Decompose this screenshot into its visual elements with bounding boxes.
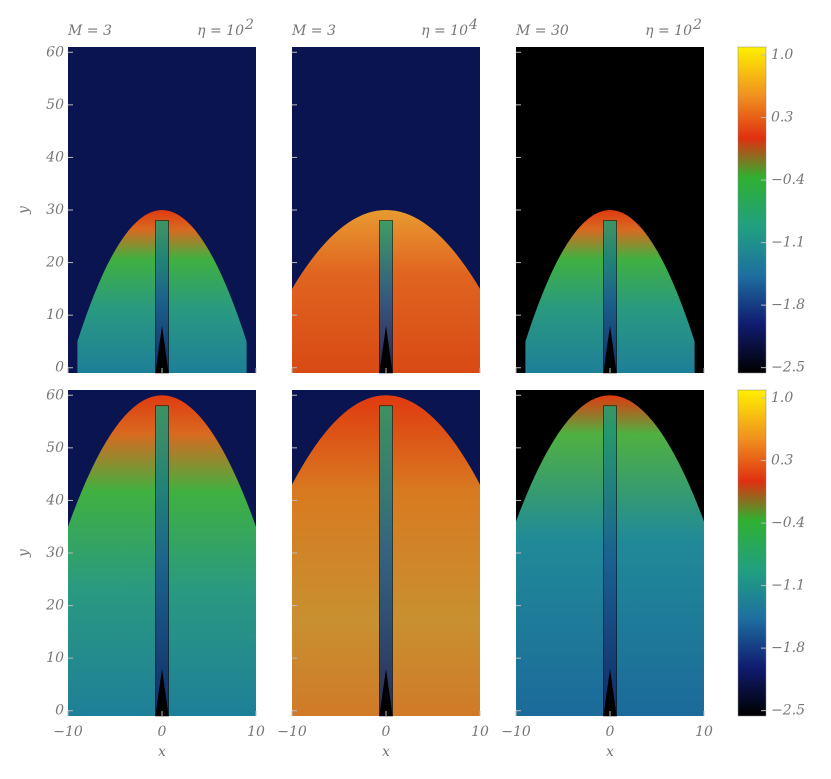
- y-tick-label: 0: [55, 360, 64, 376]
- title-eta: η = 10: [645, 23, 692, 39]
- y-tick-label: 50: [46, 97, 64, 113]
- title-exponent: 2: [244, 17, 254, 33]
- colorbar: [737, 389, 767, 717]
- panel: [515, 390, 705, 717]
- x-tick-label: 10: [695, 724, 713, 740]
- x-tick-label: −10: [501, 724, 531, 740]
- colorbar-tick-label: 0.3: [771, 110, 793, 126]
- colorbar-tick-label: −0.4: [771, 515, 805, 531]
- y-tick-label: 20: [45, 255, 64, 271]
- title-m: M = 3: [67, 23, 112, 39]
- colorbar-tick-label: −1.1: [771, 578, 805, 594]
- panel: [67, 47, 257, 374]
- y-axis-label: y: [16, 548, 32, 558]
- colorbar-tick-label: −2.5: [771, 703, 805, 719]
- y-tick-label: 60: [46, 387, 64, 403]
- x-tick-label: −10: [53, 724, 83, 740]
- colorbar-tick-label: −1.1: [771, 235, 805, 251]
- y-tick-label: 10: [46, 650, 64, 666]
- x-tick-label: 0: [382, 724, 391, 740]
- panel: [515, 47, 705, 374]
- title-exponent: 4: [468, 17, 478, 33]
- panel: [291, 390, 481, 717]
- x-tick-label: 0: [606, 724, 615, 740]
- title-m: M = 3: [291, 23, 336, 39]
- jet-nozzle: [603, 325, 617, 373]
- title-eta: η = 10: [421, 23, 468, 39]
- title-m: M = 30: [515, 23, 569, 39]
- y-tick-label: 40: [45, 492, 64, 508]
- x-tick-label: 10: [471, 724, 489, 740]
- jet-nozzle: [379, 325, 393, 373]
- colorbar: [737, 46, 767, 374]
- colorbar-tick-label: 1.0: [771, 390, 793, 406]
- y-tick-label: 50: [46, 440, 64, 456]
- y-tick-label: 40: [45, 149, 64, 165]
- x-axis-label: x: [158, 744, 166, 760]
- title-exponent: 2: [692, 17, 702, 33]
- jet-nozzle: [155, 325, 169, 373]
- y-tick-label: 0: [55, 703, 64, 719]
- y-tick-label: 10: [46, 307, 64, 323]
- y-tick-label: 30: [46, 545, 64, 561]
- y-tick-label: 30: [46, 202, 64, 218]
- panel: [291, 47, 481, 374]
- y-axis-label: y: [16, 205, 32, 215]
- colorbar-tick-label: −1.8: [771, 640, 805, 656]
- jet-nozzle: [155, 668, 169, 716]
- y-tick-label: 60: [46, 44, 64, 60]
- jet-nozzle: [603, 668, 617, 716]
- colorbar-tick-label: 1.0: [771, 47, 793, 63]
- colorbar-tick-label: −2.5: [771, 360, 805, 376]
- jet-nozzle: [379, 668, 393, 716]
- title-eta: η = 10: [197, 23, 244, 39]
- colorbar-tick-label: 0.3: [771, 453, 793, 469]
- colorbar-tick-label: −0.4: [771, 172, 805, 188]
- x-tick-label: −10: [277, 724, 307, 740]
- x-tick-label: 10: [247, 724, 265, 740]
- x-axis-label: x: [382, 744, 390, 760]
- y-tick-label: 20: [45, 598, 64, 614]
- x-axis-label: x: [606, 744, 614, 760]
- panel: [67, 390, 257, 717]
- colorbar-tick-label: −1.8: [771, 297, 805, 313]
- x-tick-label: 0: [158, 724, 167, 740]
